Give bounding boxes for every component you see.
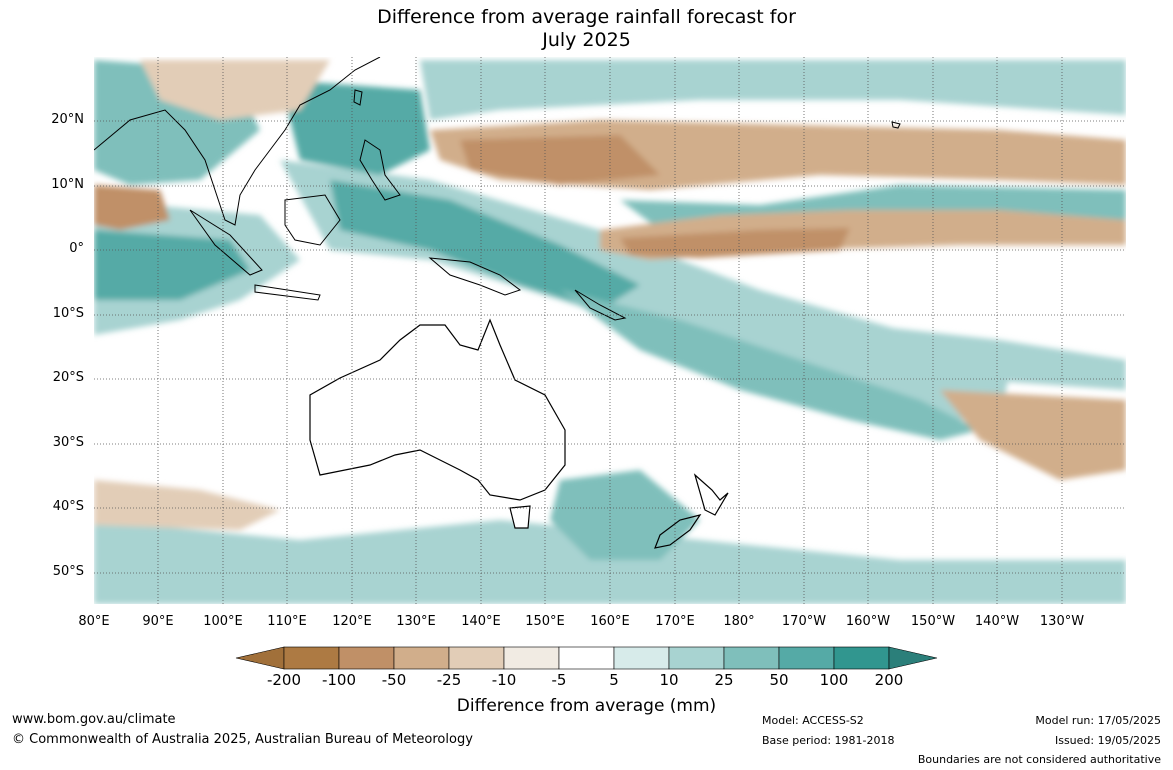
new-zealand-south	[654, 514, 702, 549]
colorbar-label: -50	[381, 671, 407, 689]
lon-label-90e: 90°E	[142, 614, 174, 629]
footer-base-period: Base period: 1981-2018	[762, 734, 895, 747]
colorbar-title: Difference from average (mm)	[456, 696, 717, 716]
australia-land	[309, 318, 566, 501]
colorbar-arrow-high	[888, 646, 938, 670]
lat-label-20n: 20°N	[51, 112, 84, 127]
lat-label-20s: 20°S	[52, 370, 84, 385]
hawaii	[891, 121, 901, 129]
dry-region-equatorial-core	[620, 228, 850, 258]
lon-label-100e: 100°E	[203, 614, 243, 629]
colorbar-segment	[613, 646, 670, 670]
footer-model-run: Model run: 17/05/2025	[1035, 714, 1161, 727]
lat-label-10s: 10°S	[52, 306, 84, 321]
lat-label-10n: 10°N	[51, 177, 84, 192]
colorbar-arrow-low	[235, 646, 285, 670]
colorbar-segment	[723, 646, 780, 670]
lon-label-110e: 110°E	[267, 614, 307, 629]
lon-label-120e: 120°E	[332, 614, 372, 629]
borneo	[284, 194, 341, 246]
footer-issued: Issued: 19/05/2025	[1054, 734, 1161, 747]
colorbar-label: -100	[321, 671, 357, 689]
colorbar	[235, 646, 938, 670]
tasmania-land	[509, 505, 531, 529]
lon-label-150w: 150°W	[910, 614, 956, 629]
colorbar-segment	[338, 646, 395, 670]
new-zealand-north	[693, 473, 729, 516]
lon-label-140w: 140°W	[974, 614, 1020, 629]
colorbar-label: 25	[714, 671, 734, 689]
lon-label-180: 180°	[723, 614, 755, 629]
chart-title-line1: Difference from average rainfall forecas…	[377, 6, 796, 28]
lon-label-170e: 170°E	[655, 614, 695, 629]
colorbar-segment	[448, 646, 505, 670]
colorbar-label: 5	[609, 671, 619, 689]
colorbar-segment	[283, 646, 340, 670]
lon-label-140e: 140°E	[461, 614, 501, 629]
wet-region-south-pacific	[820, 320, 1126, 390]
lat-label-50s: 50°S	[52, 564, 84, 579]
footer-disclaimer: Boundaries are not considered authoritat…	[917, 753, 1161, 766]
footer-model: Model: ACCESS-S2	[762, 714, 864, 727]
colorbar-label: -200	[266, 671, 302, 689]
wet-region-tasman	[550, 470, 700, 560]
lat-label-0: 0°	[69, 241, 84, 256]
colorbar-label: -10	[491, 671, 517, 689]
sumatra	[189, 209, 263, 276]
colorbar-segment	[833, 646, 890, 670]
lon-label-130e: 130°E	[396, 614, 436, 629]
lon-label-170w: 170°W	[781, 614, 827, 629]
colorbar-segment	[668, 646, 725, 670]
colorbar-segment	[503, 646, 560, 670]
lon-label-130w: 130°W	[1039, 614, 1085, 629]
lon-label-150e: 150°E	[525, 614, 565, 629]
lat-label-30s: 30°S	[52, 435, 84, 450]
colorbar-segment	[778, 646, 835, 670]
philippines	[359, 139, 401, 201]
lon-label-160e: 160°E	[590, 614, 630, 629]
chart-title-line2: July 2025	[542, 29, 631, 51]
wet-region-indian-core	[94, 230, 250, 300]
graticule	[94, 57, 1126, 604]
colorbar-label: 50	[769, 671, 789, 689]
lat-label-40s: 40°S	[52, 499, 84, 514]
wet-region-north-pacific	[420, 60, 1126, 120]
colorbar-label: 10	[659, 671, 679, 689]
dry-region-china	[140, 60, 330, 120]
dry-region-south-pacific	[940, 390, 1126, 480]
java	[254, 284, 321, 301]
dry-region-bay-of-bengal	[94, 185, 170, 230]
dry-region-indian-south	[94, 480, 280, 530]
footer-website: www.bom.gov.au/climate	[12, 712, 176, 727]
wet-region-maritime-core	[330, 180, 640, 310]
wet-region-spcz	[560, 290, 980, 440]
lon-label-160w: 160°W	[845, 614, 891, 629]
wet-region-scs	[280, 80, 430, 175]
colorbar-label: -25	[436, 671, 462, 689]
colorbar-label: -5	[551, 671, 567, 689]
footer-copyright: © Commonwealth of Australia 2025, Austra…	[12, 732, 473, 747]
colorbar-label: 200	[874, 671, 904, 689]
colorbar-label: 100	[819, 671, 849, 689]
solomon-islands	[574, 289, 627, 321]
asia-mainland	[94, 57, 381, 226]
colorbar-segment	[558, 646, 615, 670]
colorbar-segment	[393, 646, 450, 670]
new-guinea	[428, 257, 522, 296]
taiwan	[353, 89, 363, 106]
lon-label-80e: 80°E	[78, 614, 110, 629]
